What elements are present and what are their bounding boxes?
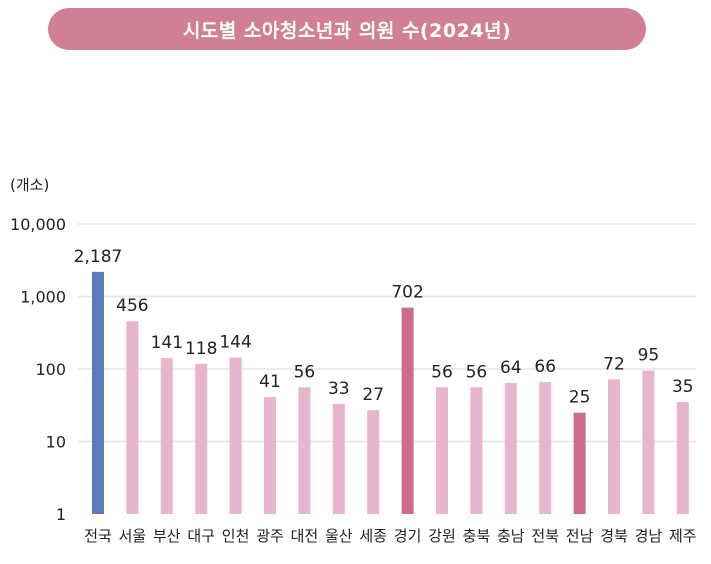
category-label: 전국 (84, 527, 112, 545)
y-tick-label: 100 (35, 360, 66, 379)
y-tick-label: 10 (46, 433, 66, 452)
category-label: 제주 (669, 527, 697, 545)
chart-title-banner: 시도별 소아청소년과 의원 수(2024년) (48, 8, 646, 50)
value-label: 2,187 (74, 247, 123, 267)
bar-10 (436, 387, 448, 514)
bar-6 (298, 387, 311, 514)
value-label: 144 (219, 333, 251, 353)
bar-15 (608, 379, 620, 514)
value-label: 141 (151, 333, 183, 353)
category-label: 울산 (325, 527, 353, 545)
value-label: 56 (431, 362, 453, 382)
y-axis-unit-label: (개소) (10, 176, 49, 194)
value-label: 41 (259, 372, 281, 392)
bar-2 (160, 358, 173, 514)
category-label: 대구 (187, 527, 215, 545)
category-label: 세종 (359, 527, 387, 545)
category-label: 서울 (119, 527, 147, 545)
y-tick-label: 1,000 (20, 288, 66, 307)
bar-12 (504, 383, 517, 514)
labels: 1 10 100 1,000 10,000 2,187 전국 456 서울 141 부산 118 대구 1… (10, 215, 697, 545)
chart-title: 시도별 소아청소년과 의원 수(2024년) (182, 19, 512, 42)
bar-3 (195, 363, 208, 514)
grid-lines (78, 223, 696, 443)
bar-5 (264, 397, 276, 514)
bar-17 (676, 402, 689, 514)
value-label: 25 (569, 388, 591, 408)
value-label: 66 (534, 357, 556, 377)
category-label: 충북 (463, 527, 491, 545)
y-tick-label: 1 (56, 505, 66, 524)
value-label: 702 (391, 283, 423, 303)
category-label: 전남 (566, 527, 594, 545)
value-label: 35 (672, 377, 694, 397)
bar-8 (367, 410, 380, 514)
value-label: 33 (328, 379, 350, 399)
bar-1 (126, 321, 139, 514)
y-tick-label: 10,000 (10, 215, 66, 234)
bar-9 (401, 307, 414, 514)
category-label: 충남 (497, 527, 525, 545)
value-label: 118 (185, 339, 217, 359)
value-label: 27 (362, 385, 384, 405)
category-label: 경북 (600, 527, 628, 545)
bar-0 (92, 271, 104, 514)
value-label: 72 (603, 354, 625, 374)
value-label: 56 (294, 362, 316, 382)
category-label: 경기 (394, 527, 422, 545)
category-label: 강원 (428, 527, 456, 545)
category-label: 인천 (222, 527, 250, 545)
category-label: 대전 (291, 527, 319, 545)
category-label: 경남 (635, 527, 663, 545)
category-label: 부산 (153, 527, 181, 545)
category-label: 전북 (531, 527, 559, 545)
bar-13 (539, 382, 552, 514)
value-label: 456 (116, 296, 148, 316)
bar-11 (470, 387, 483, 514)
category-label: 광주 (256, 527, 284, 545)
value-label: 95 (638, 346, 660, 366)
value-label: 56 (466, 362, 488, 382)
bars (92, 271, 689, 514)
bar-7 (332, 403, 345, 514)
bar-14 (573, 412, 586, 514)
value-label: 64 (500, 358, 522, 378)
bar-16 (642, 370, 655, 514)
bar-4 (229, 357, 242, 514)
